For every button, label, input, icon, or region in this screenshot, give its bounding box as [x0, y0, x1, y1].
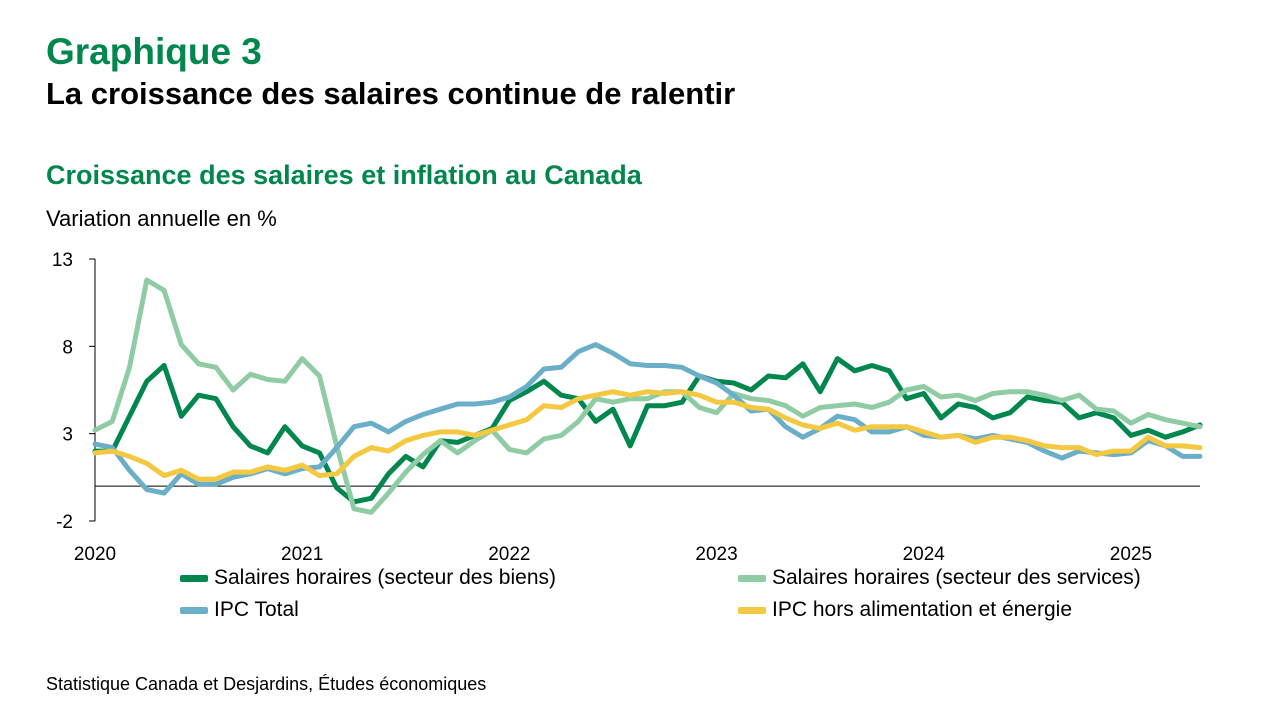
legend-item-core-cpi: IPC hors alimentation et énergie: [738, 598, 1072, 622]
legend-item-services-wages: Salaires horaires (secteur des services): [738, 566, 1141, 590]
legend-label-services-wages: Salaires horaires (secteur des services): [772, 566, 1141, 589]
series-line-goods-wages: [92, 356, 1203, 505]
source-note: Statistique Canada et Desjardins, Études…: [46, 674, 487, 694]
series-line-services-wages: [92, 277, 1203, 515]
y-tick-label: 13: [52, 250, 73, 271]
legend-swatch-goods-wages: [180, 574, 208, 582]
figure-heading: Graphique 3 La croissance des salaires c…: [46, 30, 735, 114]
y-tick-label: -2: [56, 512, 73, 533]
x-tick-label: 2021: [281, 544, 323, 565]
y-tick-label: 3: [62, 425, 73, 446]
legend-label-core-cpi: IPC hors alimentation et énergie: [772, 598, 1072, 621]
chart-subtitle: Croissance des salaires et inflation au …: [46, 160, 642, 190]
x-tick-label: 2020: [74, 544, 116, 565]
legend-item-cpi-total: IPC Total: [180, 598, 299, 622]
x-tick-label: 2025: [1110, 544, 1152, 565]
legend-swatch-cpi-total: [180, 606, 208, 614]
legend-swatch-services-wages: [738, 574, 766, 582]
series-line-core-cpi: [92, 389, 1203, 482]
legend-swatch-core-cpi: [738, 606, 766, 614]
legend-label-goods-wages: Salaires horaires (secteur des biens): [214, 566, 556, 589]
x-tick-label: 2022: [488, 544, 530, 565]
figure-number: Graphique 3: [46, 31, 262, 72]
y-axis-unit-label: Variation annuelle en %: [46, 206, 277, 231]
legend-item-goods-wages: Salaires horaires (secteur des biens): [180, 566, 556, 590]
x-tick-label: 2024: [903, 544, 946, 565]
legend-label-cpi-total: IPC Total: [214, 598, 299, 621]
y-tick-label: 8: [62, 337, 73, 358]
x-tick-label: 2023: [695, 544, 737, 565]
figure-title: La croissance des salaires continue de r…: [46, 76, 736, 111]
